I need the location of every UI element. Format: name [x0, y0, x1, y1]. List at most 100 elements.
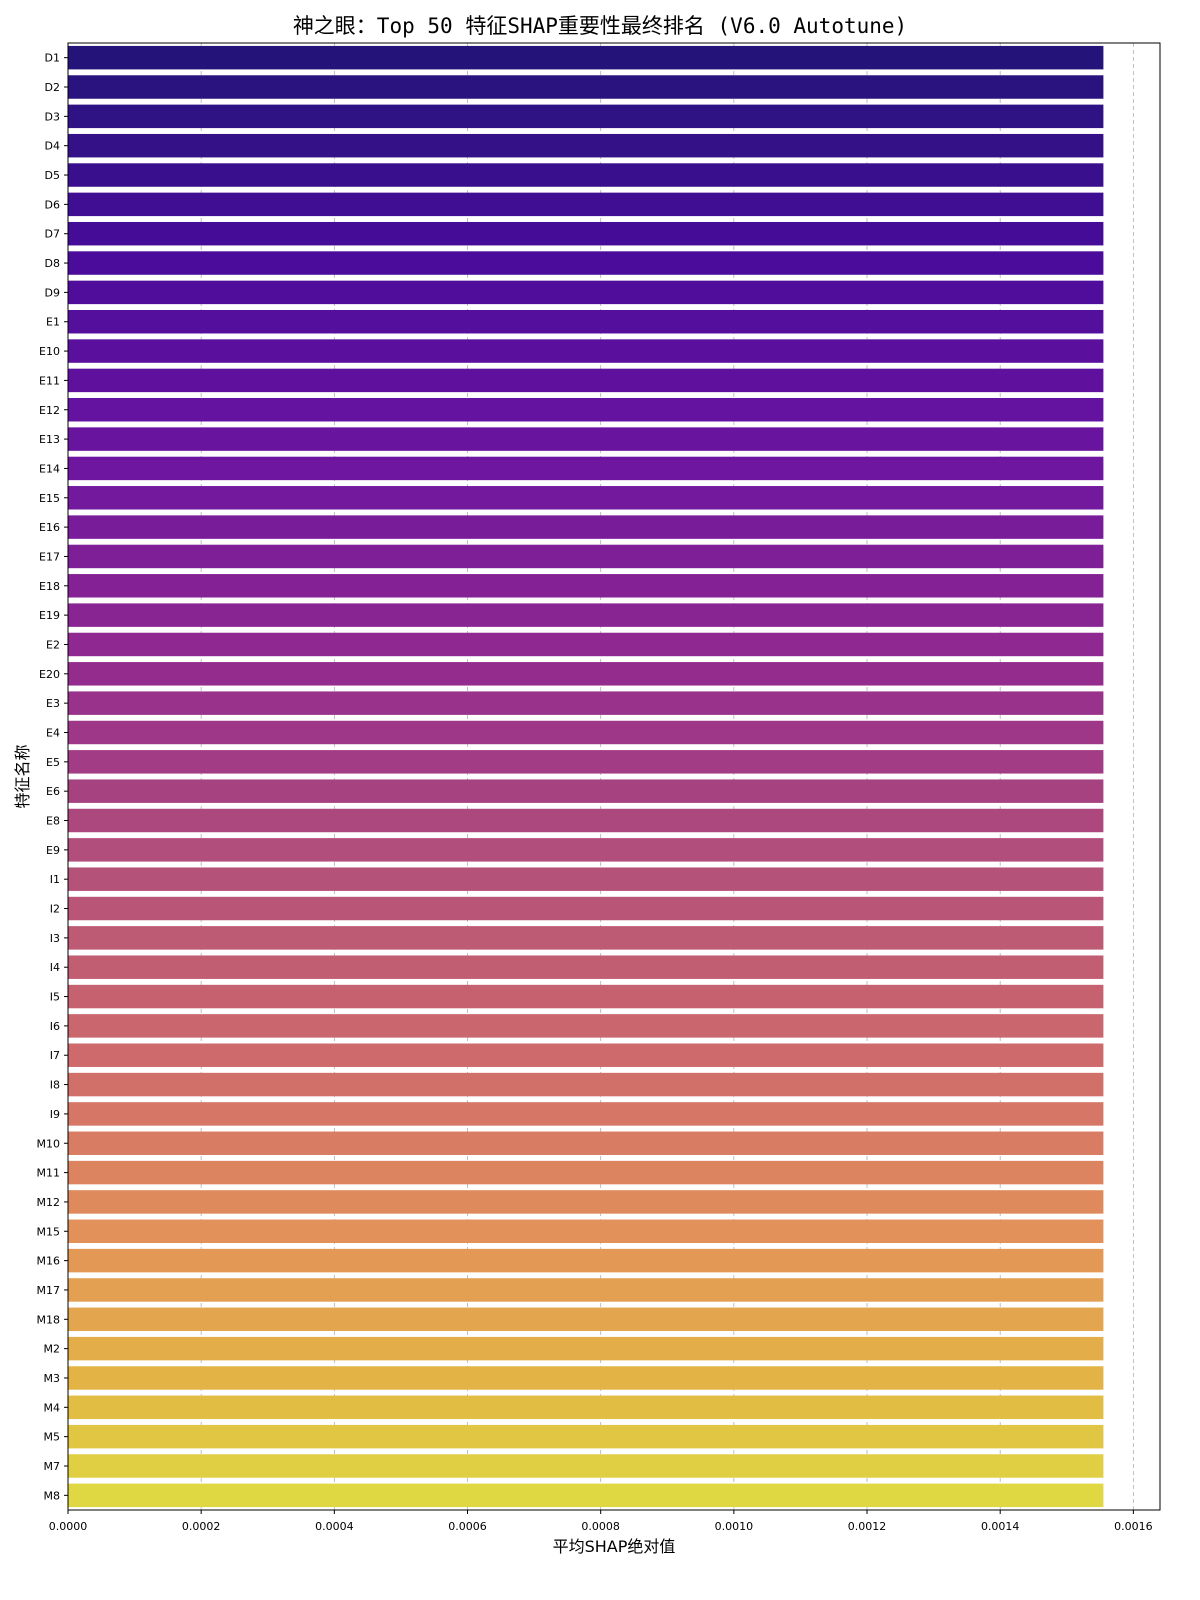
y-axis-label: 特征名称	[13, 744, 32, 808]
y-tick-label: E1	[46, 316, 60, 329]
y-tick-label: E15	[39, 492, 60, 505]
bar-D8	[68, 251, 1104, 275]
bar-E13	[68, 427, 1104, 451]
y-tick-label: D6	[45, 198, 60, 211]
y-tick-label: D2	[45, 81, 60, 94]
x-tick-label: 0.0016	[1114, 1520, 1153, 1533]
y-tick-label: M4	[44, 1401, 61, 1414]
bar-E11	[68, 368, 1104, 393]
bar-I6	[68, 1014, 1104, 1038]
y-tick-label: M16	[37, 1255, 61, 1268]
y-tick-label: D7	[45, 228, 60, 241]
bar-D3	[68, 104, 1104, 129]
x-axis-label: 平均SHAP绝对值	[553, 1537, 676, 1556]
y-tick-label: D4	[45, 140, 60, 153]
y-tick-label: D8	[45, 257, 60, 270]
bar-M10	[68, 1131, 1104, 1155]
bar-M5	[68, 1424, 1104, 1449]
y-tick-label: E3	[46, 697, 60, 710]
bar-D5	[68, 163, 1104, 187]
bar-E4	[68, 720, 1104, 745]
y-tick-label: E18	[39, 580, 60, 593]
bar-E1	[68, 309, 1104, 334]
bar-E6	[68, 779, 1104, 803]
y-tick-label: I3	[50, 932, 60, 945]
y-tick-label: E12	[39, 404, 60, 417]
bar-M17	[68, 1278, 1104, 1302]
x-tick-label: 0.0006	[448, 1520, 487, 1533]
y-tick-label: M7	[44, 1460, 61, 1473]
bar-M12	[68, 1190, 1104, 1214]
bar-M15	[68, 1219, 1104, 1244]
bar-E16	[68, 515, 1104, 539]
y-tick-label: E19	[39, 609, 60, 622]
bar-E15	[68, 486, 1104, 510]
y-tick-label: E14	[39, 462, 60, 475]
bar-I9	[68, 1102, 1104, 1126]
bar-D7	[68, 221, 1104, 246]
bar-E12	[68, 398, 1104, 422]
y-tick-label: I2	[50, 903, 60, 916]
y-tick-label: D3	[45, 110, 60, 123]
y-tick-label: E10	[39, 345, 60, 358]
y-tick-label: E2	[46, 638, 60, 651]
y-tick-label: M10	[37, 1137, 61, 1150]
bar-D4	[68, 133, 1104, 158]
y-tick-label: E6	[46, 785, 60, 798]
x-tick-label: 0.0002	[182, 1520, 221, 1533]
bar-D1	[68, 45, 1104, 70]
bar-E10	[68, 339, 1104, 363]
bar-E9	[68, 838, 1104, 862]
y-tick-label: E8	[46, 815, 60, 828]
bar-E19	[68, 603, 1104, 627]
bar-M2	[68, 1336, 1104, 1361]
bars	[68, 45, 1104, 1508]
bar-I4	[68, 955, 1104, 979]
bar-E14	[68, 456, 1104, 481]
bar-M3	[68, 1366, 1104, 1390]
y-tick-label: E17	[39, 550, 60, 563]
bar-D6	[68, 192, 1104, 217]
bar-D9	[68, 280, 1104, 305]
y-tick-label: I7	[50, 1049, 60, 1062]
y-tick-label: D9	[45, 286, 60, 299]
y-tick-label: D1	[45, 52, 60, 65]
x-tick-label: 0.0008	[581, 1520, 620, 1533]
x-tick-label: 0.0000	[49, 1520, 88, 1533]
y-tick-label: I5	[50, 991, 60, 1004]
chart-title: 神之眼：Top 50 特征SHAP重要性最终排名 (V6.0 Autotune)	[292, 14, 908, 38]
plot-frame	[67, 42, 1161, 1511]
y-tick-label: E13	[39, 433, 60, 446]
y-tick-label: I1	[50, 873, 60, 886]
bar-M7	[68, 1454, 1104, 1478]
y-tick-label: M15	[37, 1225, 61, 1238]
bar-I3	[68, 926, 1104, 950]
bar-I8	[68, 1072, 1104, 1097]
y-tick-label: M5	[44, 1431, 61, 1444]
bar-E3	[68, 691, 1104, 715]
bar-E8	[68, 808, 1104, 833]
y-tick-label: M8	[44, 1489, 61, 1502]
y-tick-label: D5	[45, 169, 60, 182]
x-tick-label: 0.0012	[848, 1520, 887, 1533]
bar-M8	[68, 1483, 1104, 1508]
y-tick-label: E11	[39, 374, 60, 387]
y-tick-label: E9	[46, 844, 60, 857]
y-tick-label: M17	[37, 1284, 61, 1297]
x-tick-label: 0.0014	[981, 1520, 1020, 1533]
x-tick-label: 0.0010	[715, 1520, 754, 1533]
y-tick-label: I9	[50, 1108, 60, 1121]
bar-I7	[68, 1043, 1104, 1067]
y-tick-label: M2	[44, 1343, 61, 1356]
x-tick-label: 0.0004	[315, 1520, 354, 1533]
bar-I2	[68, 896, 1104, 921]
y-tick-label: E16	[39, 521, 60, 534]
bar-E17	[68, 544, 1104, 569]
bar-E18	[68, 574, 1104, 598]
y-tick-label: I4	[50, 961, 60, 974]
bar-E2	[68, 632, 1104, 657]
y-tick-label: M12	[37, 1196, 61, 1209]
y-tick-label: M11	[37, 1167, 61, 1180]
y-tick-label: I8	[50, 1079, 60, 1092]
